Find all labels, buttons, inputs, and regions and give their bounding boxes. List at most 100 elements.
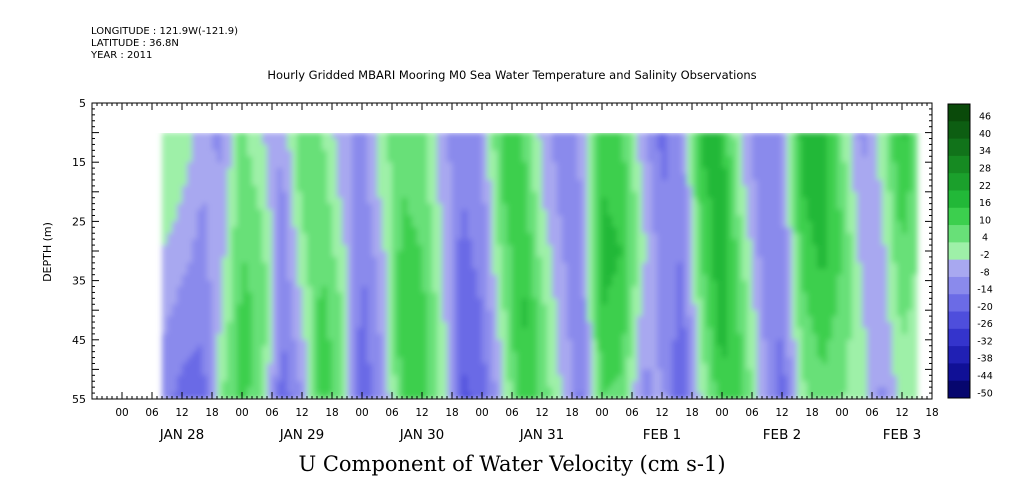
field-cell bbox=[627, 251, 633, 258]
field-cell bbox=[227, 221, 233, 228]
field-cell bbox=[582, 322, 588, 329]
field-cell bbox=[272, 133, 278, 140]
field-cell bbox=[172, 286, 178, 294]
field-cell bbox=[287, 369, 293, 376]
field-cell bbox=[697, 168, 703, 175]
field-cell bbox=[292, 345, 298, 353]
field-cell bbox=[547, 375, 553, 382]
field-cell bbox=[287, 345, 293, 353]
field-cell bbox=[362, 298, 368, 305]
field-cell bbox=[207, 369, 213, 376]
field-cell bbox=[602, 185, 608, 193]
field-cell bbox=[667, 191, 673, 199]
field-cell bbox=[327, 179, 333, 187]
field-cell bbox=[602, 215, 608, 222]
field-cell bbox=[507, 274, 513, 282]
field-cell bbox=[497, 197, 503, 205]
field-cell bbox=[287, 203, 293, 211]
field-cell bbox=[257, 203, 263, 211]
field-cell bbox=[692, 268, 698, 276]
field-cell bbox=[597, 233, 603, 240]
field-cell bbox=[422, 387, 428, 394]
field-cell bbox=[397, 251, 403, 258]
field-cell bbox=[427, 203, 433, 211]
field-cell bbox=[167, 162, 173, 169]
field-cell bbox=[577, 375, 583, 382]
field-cell bbox=[297, 381, 303, 388]
field-cell bbox=[207, 156, 213, 163]
field-cell bbox=[212, 144, 218, 151]
field-cell bbox=[352, 138, 358, 146]
field-cell bbox=[282, 345, 288, 353]
field-cell bbox=[252, 203, 258, 211]
field-cell bbox=[437, 327, 443, 335]
field-cell bbox=[507, 268, 513, 276]
field-cell bbox=[482, 268, 488, 276]
field-cell bbox=[407, 345, 413, 353]
field-cell bbox=[377, 268, 383, 276]
field-cell bbox=[707, 197, 713, 205]
field-cell bbox=[532, 375, 538, 382]
field-cell bbox=[227, 197, 233, 205]
field-cell bbox=[372, 286, 378, 294]
field-cell bbox=[547, 138, 553, 146]
field-cell bbox=[542, 339, 548, 347]
field-cell bbox=[582, 245, 588, 252]
field-cell bbox=[352, 381, 358, 388]
field-cell bbox=[342, 133, 348, 140]
field-cell bbox=[242, 322, 248, 329]
field-cell bbox=[382, 375, 388, 382]
field-cell bbox=[692, 162, 698, 169]
field-cell bbox=[597, 298, 603, 305]
field-cell bbox=[417, 268, 423, 276]
field-cell bbox=[467, 174, 473, 181]
field-cell bbox=[492, 138, 498, 146]
field-cell bbox=[557, 369, 563, 376]
field-cell bbox=[642, 162, 648, 169]
field-cell bbox=[332, 310, 338, 317]
field-cell bbox=[637, 262, 643, 270]
field-cell bbox=[542, 274, 548, 282]
field-cell bbox=[252, 316, 258, 323]
field-cell bbox=[222, 393, 228, 399]
field-cell bbox=[672, 144, 678, 151]
field-cell bbox=[672, 339, 678, 347]
field-cell bbox=[492, 179, 498, 187]
field-cell bbox=[297, 168, 303, 175]
field-cell bbox=[637, 174, 643, 181]
field-cell bbox=[222, 133, 228, 140]
field-cell bbox=[192, 251, 198, 258]
field-cell bbox=[497, 203, 503, 211]
field-cell bbox=[362, 357, 368, 365]
field-cell bbox=[222, 203, 228, 211]
field-cell bbox=[712, 251, 718, 258]
field-cell bbox=[172, 369, 178, 376]
field-cell bbox=[402, 357, 408, 365]
field-cell bbox=[422, 369, 428, 376]
field-cell bbox=[632, 333, 638, 341]
field-cell bbox=[347, 251, 353, 258]
field-cell bbox=[567, 339, 573, 347]
field-cell bbox=[487, 203, 493, 211]
field-cell bbox=[477, 393, 483, 399]
field-cell bbox=[657, 268, 663, 276]
field-cell bbox=[597, 381, 603, 388]
field-cell bbox=[502, 286, 508, 294]
field-cell bbox=[527, 262, 533, 270]
field-cell bbox=[447, 251, 453, 258]
field-cell bbox=[242, 280, 248, 288]
field-cell bbox=[502, 298, 508, 305]
field-cell bbox=[322, 310, 328, 317]
field-cell bbox=[362, 185, 368, 193]
field-cell bbox=[222, 274, 228, 282]
field-cell bbox=[302, 191, 308, 199]
field-cell bbox=[242, 144, 248, 151]
field-cell bbox=[667, 144, 673, 151]
field-cell bbox=[372, 209, 378, 217]
field-cell bbox=[422, 280, 428, 288]
field-cell bbox=[497, 310, 503, 317]
field-cell bbox=[657, 345, 663, 353]
field-cell bbox=[687, 150, 693, 157]
field-cell bbox=[197, 327, 203, 335]
field-cell bbox=[332, 351, 338, 359]
